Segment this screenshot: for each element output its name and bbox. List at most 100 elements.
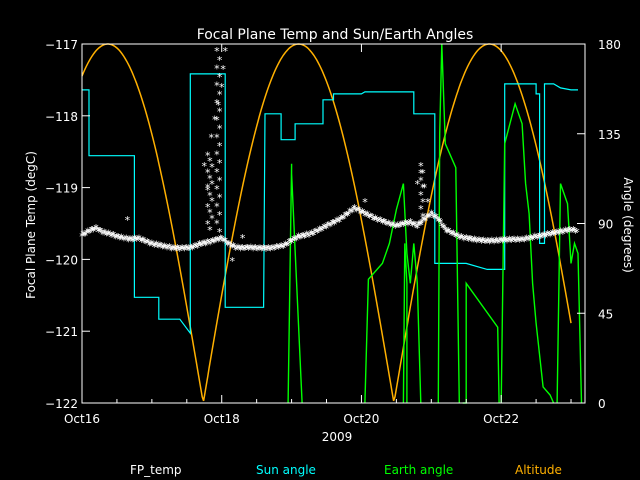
- fp-temp-point-trend-222: *: [338, 213, 344, 226]
- fp-temp-point-trend-320: *: [452, 230, 458, 243]
- fp-temp-point-trend-11: *: [92, 224, 98, 237]
- fp-temp-point-trend-333: *: [467, 233, 473, 246]
- fp-temp-point-trend-226: *: [342, 209, 348, 222]
- fp-temp-point-trend-50: *: [137, 235, 143, 248]
- fp-temp-point-trend-110: *: [207, 238, 213, 251]
- fp-temp-point-trend-52: *: [140, 235, 146, 248]
- fp-temp-point-trend-286: *: [412, 219, 418, 232]
- fp-temp-point-trend-423: *: [572, 225, 578, 238]
- fp-temp-point-trend-238: *: [356, 205, 362, 218]
- fp-temp-point-trend-20: *: [103, 227, 109, 240]
- fp-temp-point-column-b-10: *: [207, 207, 213, 220]
- fp-temp-point-trend-69: *: [160, 242, 166, 255]
- fp-temp-point-trend-82: *: [175, 242, 181, 255]
- fp-temp-point-trend-14: *: [96, 226, 102, 239]
- fp-temp-point-trend-392: *: [536, 231, 542, 244]
- fp-temp-point-trend-236: *: [354, 205, 360, 218]
- fp-temp-point-trend-124: *: [224, 238, 230, 251]
- fp-temp-point-outlier-3: *: [215, 99, 221, 112]
- fp-temp-point-trend-301: *: [430, 209, 436, 222]
- fp-temp-point-trend-407: *: [553, 227, 559, 240]
- fp-temp-point-trend-63: *: [153, 239, 159, 252]
- fp-temp-point-trend-198: *: [310, 229, 316, 242]
- fp-temp-point-trend-401: *: [546, 229, 552, 242]
- legend-item-earth-angle: Earth angle: [384, 463, 453, 477]
- fp-temp-point-trend-23: *: [106, 227, 112, 240]
- fp-temp-point-trend-262: *: [384, 219, 390, 232]
- fp-temp-point-trend-12: *: [93, 222, 99, 235]
- series-earth-angle-segment-3: [437, 43, 460, 404]
- fp-temp-point-trend-252: *: [373, 213, 379, 226]
- fp-temp-point-trend-275: *: [399, 218, 405, 231]
- fp-temp-point-trend-374: *: [515, 233, 521, 246]
- fp-temp-point-trend-422: *: [571, 224, 577, 237]
- fp-temp-point-trend-338: *: [473, 235, 479, 248]
- fp-temp-point-trend-80: *: [172, 244, 178, 257]
- fp-temp-point-trend-283: *: [409, 219, 415, 232]
- fp-temp-point-column-21: *: [217, 226, 223, 239]
- fp-temp-point-trend-3: *: [83, 230, 89, 243]
- fp-temp-point-trend-190: *: [300, 230, 306, 243]
- fp-temp-point-trend-357: *: [495, 237, 501, 250]
- fp-temp-point-trend-144: *: [247, 243, 253, 256]
- fp-temp-point-trend-371: *: [511, 234, 517, 247]
- fp-temp-point-column-b-4: *: [207, 172, 213, 185]
- fp-temp-point-trend-381: *: [523, 233, 529, 246]
- fp-temp-point-trend-128: *: [228, 241, 234, 254]
- fp-temp-point-trend-61: *: [150, 239, 156, 252]
- fp-temp-point-trend-113: *: [211, 236, 217, 249]
- fp-temp-point-trend-265: *: [388, 221, 394, 234]
- fp-temp-point-trend-179: *: [288, 236, 294, 249]
- fp-temp-point-trend-87: *: [181, 244, 187, 257]
- fp-temp-point-trend-323: *: [455, 230, 461, 243]
- fp-temp-point-column-b-13: *: [207, 224, 213, 237]
- fp-temp-point-trend-64: *: [154, 239, 160, 252]
- fp-temp-point-trend-168: *: [275, 242, 281, 255]
- fp-temp-point-trend-312: *: [443, 224, 449, 237]
- fp-temp-point-trend-189: *: [299, 230, 305, 243]
- fp-temp-point-trend-158: *: [263, 245, 269, 258]
- fp-temp-point-trend-285: *: [411, 218, 417, 231]
- fp-temp-point-trend-386: *: [529, 232, 535, 245]
- fp-temp-point-trend-258: *: [380, 217, 386, 230]
- fp-temp-point-trend-243: *: [362, 210, 368, 223]
- x-tick-label-1: Oct18: [204, 412, 240, 426]
- fp-temp-point-trend-40: *: [126, 236, 132, 249]
- fp-temp-point-trend-365: *: [504, 236, 510, 249]
- fp-temp-point-trend-361: *: [500, 237, 506, 250]
- fp-temp-point-trend-334: *: [468, 233, 474, 246]
- fp-temp-point-trend-228: *: [345, 210, 351, 223]
- fp-temp-point-trend-73: *: [164, 244, 170, 257]
- fp-temp-point-trend-363: *: [502, 234, 508, 247]
- fp-temp-point-trend-239: *: [358, 207, 364, 220]
- fp-temp-point-trend-173: *: [281, 242, 287, 255]
- fp-temp-point-column-8: *: [214, 114, 220, 127]
- fp-temp-point-column-7: *: [217, 105, 223, 118]
- fp-temp-point-trend-377: *: [518, 235, 524, 248]
- fp-temp-point-trend-405: *: [551, 229, 557, 242]
- fp-temp-point-trend-55: *: [143, 238, 149, 251]
- fp-temp-point-trend-155: *: [260, 244, 266, 257]
- fp-temp-point-column-c-3: *: [420, 182, 426, 195]
- fp-temp-point-trend-414: *: [561, 226, 567, 239]
- fp-temp-point-trend-121: *: [220, 236, 226, 249]
- fp-temp-point-trend-221: *: [337, 216, 343, 229]
- fp-temp-point-outlier-4: *: [219, 81, 225, 94]
- fp-temp-point-trend-161: *: [267, 244, 273, 257]
- fp-temp-point-trend-329: *: [462, 233, 468, 246]
- fp-temp-point-trend-165: *: [271, 244, 277, 257]
- fp-temp-point-column-c-0: *: [418, 160, 424, 173]
- fp-temp-point-trend-367: *: [507, 233, 513, 246]
- fp-temp-point-column-0: *: [214, 45, 220, 58]
- fp-temp-point-trend-302: *: [431, 212, 437, 225]
- fp-temp-point-trend-184: *: [293, 234, 299, 247]
- fp-temp-point-trend-396: *: [540, 229, 546, 242]
- fp-temp-point-trend-93: *: [188, 241, 194, 254]
- fp-temp-point-trend-276: *: [401, 220, 407, 233]
- fp-temp-point-trend-92: *: [186, 244, 192, 257]
- fp-temp-point-trend-235: *: [353, 204, 359, 217]
- fp-temp-point-trend-390: *: [533, 232, 539, 245]
- fp-temp-point-trend-196: *: [307, 229, 313, 242]
- fp-temp-point-trend-237: *: [355, 204, 361, 217]
- fp-temp-point-trend-218: *: [333, 216, 339, 229]
